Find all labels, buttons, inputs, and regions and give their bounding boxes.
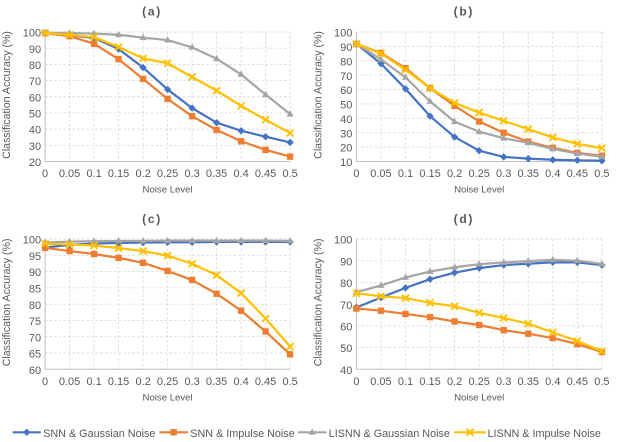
svg-text:Classification Accuracy (%): Classification Accuracy (%) [1, 31, 13, 159]
svg-text:80: 80 [29, 60, 41, 72]
svg-text:0.05: 0.05 [59, 168, 80, 180]
svg-text:0.35: 0.35 [206, 376, 227, 388]
svg-text:0.05: 0.05 [370, 376, 391, 388]
svg-text:100: 100 [23, 235, 41, 247]
svg-text:0.15: 0.15 [419, 168, 440, 180]
svg-text:80: 80 [340, 56, 352, 68]
svg-text:0.05: 0.05 [370, 168, 391, 180]
svg-text:0.3: 0.3 [496, 168, 511, 180]
svg-text:70: 70 [29, 332, 41, 344]
svg-text:30: 30 [340, 128, 352, 140]
svg-text:LISNN & Gaussian Noise: LISNN & Gaussian Noise [329, 428, 450, 440]
svg-text:Classification Accuracy (%): Classification Accuracy (%) [1, 238, 13, 366]
svg-text:0.4: 0.4 [233, 376, 248, 388]
svg-text:80: 80 [340, 278, 352, 290]
svg-text:0.35: 0.35 [206, 168, 227, 180]
svg-text:0.5: 0.5 [594, 168, 609, 180]
svg-text:Noise Level: Noise Level [143, 392, 193, 403]
svg-text:0: 0 [353, 376, 359, 388]
svg-text:0.45: 0.45 [567, 376, 588, 388]
svg-text:0.25: 0.25 [157, 376, 178, 388]
svg-text:20: 20 [340, 143, 352, 155]
svg-text:0: 0 [353, 168, 359, 180]
svg-text:Noise Level: Noise Level [454, 392, 504, 403]
svg-text:0.15: 0.15 [108, 376, 129, 388]
svg-text:50: 50 [340, 343, 352, 355]
svg-text:0.3: 0.3 [184, 376, 199, 388]
svg-text:0.4: 0.4 [545, 168, 560, 180]
svg-text:0.1: 0.1 [86, 168, 101, 180]
svg-text:Classification Accuracy (%): Classification Accuracy (%) [312, 31, 324, 159]
svg-text:(d): (d) [454, 212, 474, 226]
svg-text:0.35: 0.35 [518, 168, 539, 180]
svg-text:90: 90 [340, 42, 352, 54]
svg-text:(b): (b) [454, 5, 474, 19]
svg-text:0.35: 0.35 [518, 376, 539, 388]
svg-text:100: 100 [23, 28, 41, 40]
svg-text:100: 100 [334, 28, 352, 40]
svg-text:0.5: 0.5 [282, 376, 297, 388]
svg-text:60: 60 [340, 85, 352, 97]
svg-text:0.45: 0.45 [255, 168, 276, 180]
svg-text:100: 100 [334, 235, 352, 247]
svg-text:Classification Accuracy (%): Classification Accuracy (%) [312, 238, 324, 366]
svg-text:0.5: 0.5 [594, 376, 609, 388]
svg-text:0.4: 0.4 [233, 168, 248, 180]
svg-text:0.1: 0.1 [398, 168, 413, 180]
svg-text:0.15: 0.15 [419, 376, 440, 388]
svg-text:0.15: 0.15 [108, 168, 129, 180]
svg-text:0.2: 0.2 [447, 376, 462, 388]
svg-text:0.25: 0.25 [157, 168, 178, 180]
svg-text:70: 70 [340, 300, 352, 312]
svg-text:0.2: 0.2 [135, 376, 150, 388]
svg-text:0.4: 0.4 [545, 376, 560, 388]
svg-text:40: 40 [29, 125, 41, 137]
svg-text:60: 60 [29, 92, 41, 104]
svg-text:SNN & Impulse Noise: SNN & Impulse Noise [190, 428, 294, 440]
svg-text:(c): (c) [142, 212, 162, 226]
svg-text:0.05: 0.05 [59, 376, 80, 388]
svg-text:0.1: 0.1 [86, 376, 101, 388]
svg-text:Noise Level: Noise Level [143, 185, 193, 196]
svg-text:0.3: 0.3 [184, 168, 199, 180]
svg-text:Noise Level: Noise Level [454, 185, 504, 196]
svg-text:30: 30 [29, 141, 41, 153]
svg-text:20: 20 [29, 157, 41, 169]
svg-text:SNN & Gaussian Noise: SNN & Gaussian Noise [43, 428, 155, 440]
svg-text:90: 90 [29, 267, 41, 279]
svg-text:40: 40 [340, 365, 352, 377]
svg-text:50: 50 [340, 100, 352, 112]
svg-text:90: 90 [340, 256, 352, 268]
svg-text:0.2: 0.2 [135, 168, 150, 180]
svg-text:65: 65 [29, 349, 41, 361]
svg-text:10: 10 [340, 157, 352, 169]
svg-text:0.25: 0.25 [468, 168, 489, 180]
svg-text:70: 70 [340, 71, 352, 83]
svg-text:85: 85 [29, 283, 41, 295]
svg-text:0.3: 0.3 [496, 376, 511, 388]
svg-text:90: 90 [29, 44, 41, 56]
svg-text:0.45: 0.45 [255, 376, 276, 388]
svg-text:70: 70 [29, 76, 41, 88]
svg-text:60: 60 [340, 321, 352, 333]
svg-text:0: 0 [42, 376, 48, 388]
svg-text:0.5: 0.5 [282, 168, 297, 180]
svg-text:0.1: 0.1 [398, 376, 413, 388]
svg-text:LISNN & Impulse Noise: LISNN & Impulse Noise [488, 428, 601, 440]
svg-text:75: 75 [29, 316, 41, 328]
svg-text:0.45: 0.45 [567, 168, 588, 180]
svg-text:40: 40 [340, 114, 352, 126]
svg-text:80: 80 [29, 300, 41, 312]
svg-text:0.2: 0.2 [447, 168, 462, 180]
svg-text:50: 50 [29, 109, 41, 121]
svg-text:(a): (a) [142, 5, 162, 19]
svg-text:95: 95 [29, 251, 41, 263]
svg-text:60: 60 [29, 365, 41, 377]
svg-text:0: 0 [42, 168, 48, 180]
svg-text:0.25: 0.25 [468, 376, 489, 388]
